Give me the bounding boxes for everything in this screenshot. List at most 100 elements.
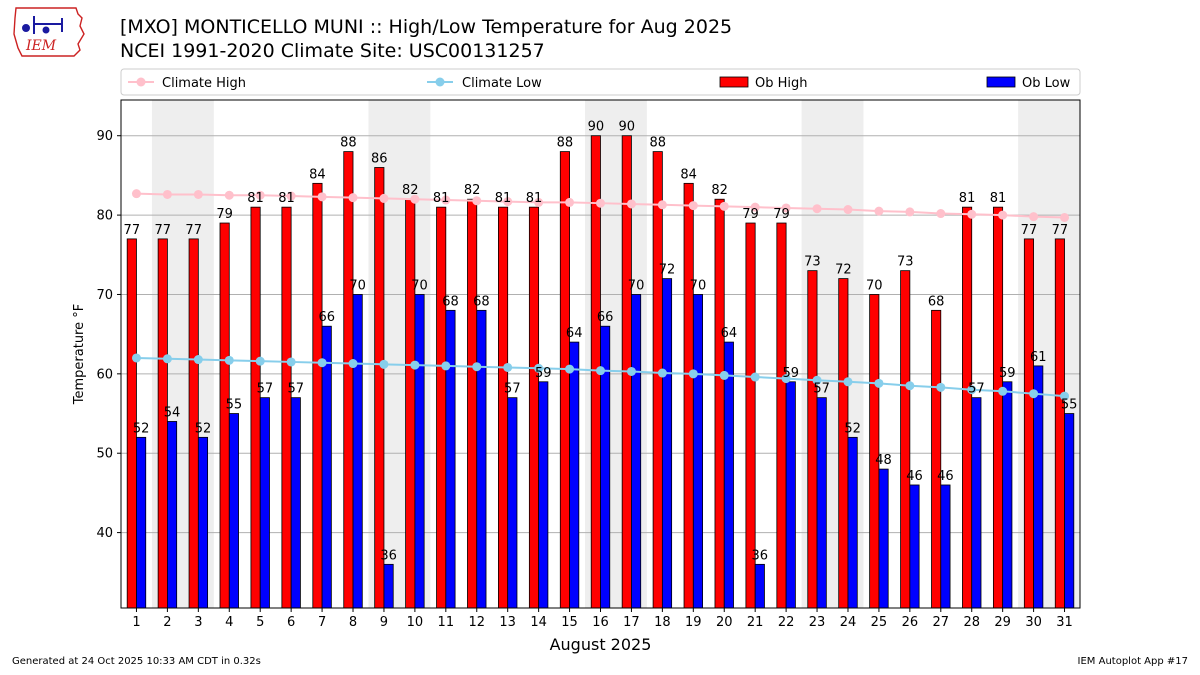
chart-title: [MXO] MONTICELLO MUNI :: High/Low Temper…	[120, 16, 733, 38]
legend-ob-high-label: Ob High	[755, 76, 808, 91]
ob-low-label: 61	[1030, 350, 1047, 365]
climate-low-point	[688, 369, 698, 379]
climate-low-point	[596, 366, 605, 376]
ob-low-label: 57	[813, 382, 830, 397]
ob-low-bar	[167, 421, 178, 609]
climate-high-point	[1060, 212, 1070, 222]
ob-low-label: 54	[164, 405, 181, 420]
ob-high-bar	[467, 198, 478, 609]
ob-high-bar	[900, 270, 911, 609]
legend-climate-low-label: Climate Low	[462, 76, 542, 91]
x-tick-label: 18	[654, 615, 671, 630]
ob-low-label: 64	[721, 326, 738, 341]
ob-low-bar	[692, 294, 703, 609]
climate-high-point	[472, 196, 482, 206]
climate-low-point	[1060, 391, 1070, 401]
climate-low-point	[719, 370, 729, 380]
climate-high-point	[905, 207, 915, 217]
climate-low-point	[379, 359, 389, 369]
x-tick-label: 28	[963, 615, 980, 630]
x-tick-label: 6	[287, 615, 295, 630]
ob-high-label: 81	[990, 191, 1007, 206]
climate-high-point	[162, 189, 172, 199]
ob-low-bar	[136, 436, 147, 609]
ob-low-label: 70	[690, 278, 707, 293]
climate-low-point	[905, 381, 915, 391]
x-tick-label: 20	[716, 615, 733, 630]
ob-low-bar	[197, 436, 209, 609]
ob-high-bar	[343, 151, 354, 609]
ob-high-bar	[250, 206, 261, 609]
ob-low-bar	[1064, 413, 1075, 609]
ob-high-label: 77	[185, 223, 202, 238]
ob-high-label: 84	[309, 167, 326, 182]
ob-low-label: 55	[1061, 398, 1078, 413]
weather-station-icon	[22, 16, 63, 34]
x-tick-label: 10	[407, 615, 424, 630]
climate-high-point	[534, 197, 544, 207]
climate-high-point	[812, 204, 822, 214]
x-tick-label: 1	[132, 615, 140, 630]
ob-high-label: 81	[495, 191, 512, 206]
climate-high-point	[379, 193, 389, 203]
legend-box	[120, 68, 1081, 96]
ob-high-label: 79	[742, 207, 759, 222]
ob-high-label: 81	[433, 191, 450, 206]
ob-high-bar	[992, 206, 1004, 609]
ob-low-bar	[909, 484, 920, 609]
ob-low-bar	[445, 309, 456, 609]
ob-high-label: 81	[278, 191, 295, 206]
climate-high-point	[1029, 212, 1039, 222]
ob-low-label: 57	[968, 382, 985, 397]
y-tick-label: 70	[96, 288, 113, 303]
ob-high-bar	[1054, 238, 1065, 609]
data-labels: 77 77 77 79 81 81 84 88 86 82 81 82 81 81 88 90 90 88 84 82…	[124, 120, 1078, 564]
ob-low-bar	[785, 381, 796, 609]
ob-high-label: 77	[1052, 223, 1069, 238]
x-tick-label: 22	[778, 615, 795, 630]
ob-high-label: 84	[680, 167, 697, 182]
climate-low-point	[874, 378, 884, 388]
climate-high-point	[719, 201, 729, 211]
x-tick-label: 26	[902, 615, 919, 630]
app-credit: IEM Autoplot App #17	[1077, 656, 1188, 667]
x-tick-label: 13	[499, 615, 516, 630]
ob-low-label: 64	[566, 326, 583, 341]
bar-series	[126, 135, 1075, 609]
y-tick-label: 50	[96, 447, 113, 462]
ob-high-bar	[436, 206, 447, 609]
ob-high-label: 90	[619, 120, 636, 135]
climate-low-point	[472, 362, 482, 372]
climate-high-point	[131, 189, 141, 199]
ob-high-bar	[1023, 238, 1034, 609]
x-tick-label: 29	[994, 615, 1011, 630]
x-axis-label: August 2025	[550, 635, 652, 654]
x-tick-label: 25	[871, 615, 888, 630]
y-tick-label: 40	[96, 526, 113, 541]
climate-high-point	[410, 194, 420, 204]
ob-high-label: 73	[897, 255, 914, 270]
x-tick-label: 23	[809, 615, 826, 630]
ob-high-label: 82	[711, 183, 728, 198]
ob-high-label: 81	[247, 191, 264, 206]
ob-low-label: 36	[752, 548, 769, 563]
ob-low-bar	[754, 563, 765, 609]
climate-low-point	[626, 366, 636, 376]
x-tick-label: 27	[933, 615, 950, 630]
climate-low-point	[410, 360, 420, 370]
iem-logo: IEM	[13, 7, 85, 57]
ob-low-bar	[1002, 381, 1013, 609]
climate-high-point	[750, 202, 760, 212]
ob-high-label: 68	[928, 294, 945, 309]
ob-high-bar	[714, 198, 725, 609]
climate-low-point	[998, 386, 1008, 396]
legend-climate-high-marker	[136, 77, 146, 87]
climate-low-point	[534, 363, 544, 373]
ob-low-bar	[631, 294, 642, 609]
x-tick-label: 2	[163, 615, 171, 630]
ob-high-label: 88	[557, 136, 574, 151]
ob-low-bar	[538, 381, 549, 609]
climate-low-point	[750, 372, 760, 382]
